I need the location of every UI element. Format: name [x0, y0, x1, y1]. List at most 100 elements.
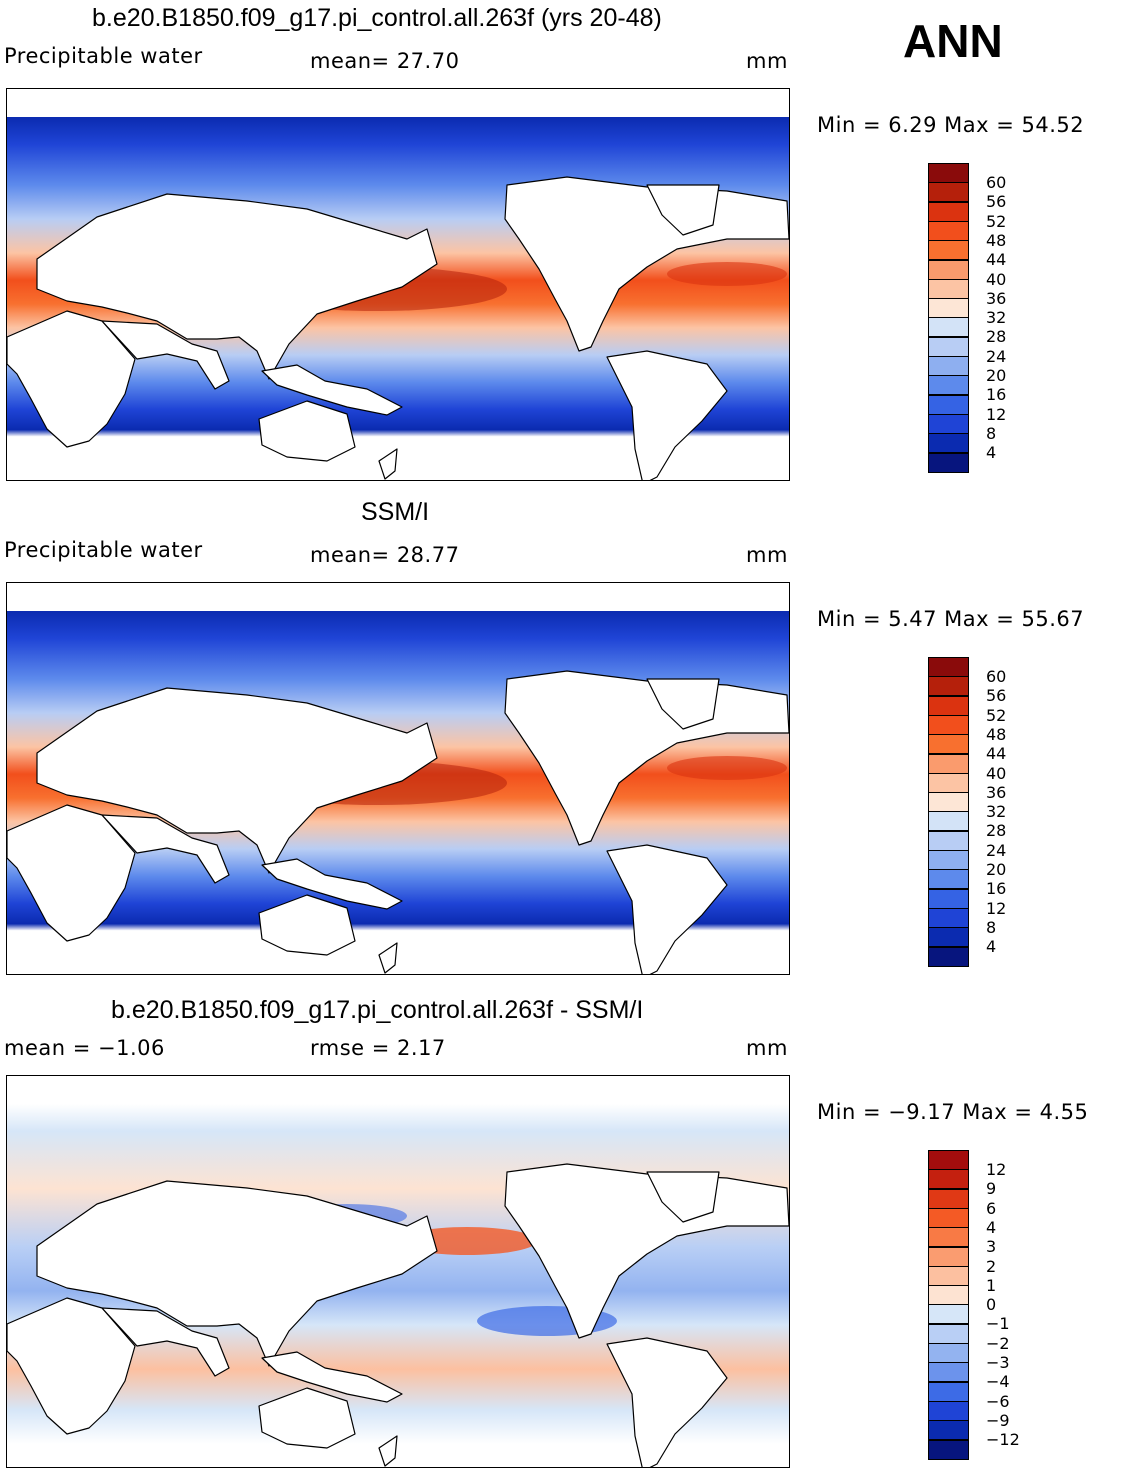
colorbar-swatch: [928, 1362, 969, 1383]
colorbar-tick-label: 16: [986, 879, 1007, 899]
colorbar-tick-label: 3: [986, 1237, 997, 1257]
colorbar-tick-label: 4: [986, 1217, 997, 1237]
panel-3-units-label: mm: [746, 1036, 788, 1060]
colorbar-tick-label: 52: [986, 705, 1007, 725]
colorbar-swatch: [928, 772, 969, 793]
colorbar-swatch: [928, 1246, 969, 1267]
colorbar-swatch: [928, 220, 969, 241]
coastline: [504, 1163, 789, 1339]
panel-1-minmax: Min = 6.29 Max = 54.52: [817, 113, 1085, 137]
colorbar-tick-label: 32: [986, 802, 1007, 822]
colorbar-swatch: [928, 1188, 969, 1209]
colorbar-swatch: [928, 336, 969, 357]
colorbar-tick-label: 16: [986, 385, 1007, 405]
colorbar-swatch: [928, 907, 969, 928]
colorbar-swatch: [928, 1439, 969, 1460]
colorbar-swatch: [928, 792, 969, 813]
coastline: [504, 176, 789, 352]
coastline: [258, 1387, 356, 1449]
colorbar-swatch: [928, 888, 969, 909]
colorbar-swatch: [928, 734, 969, 755]
coastline: [606, 844, 728, 974]
colorbar-tick-label: −3: [986, 1353, 1010, 1372]
colorbar-tick-label: 36: [986, 288, 1007, 308]
colorbar-tick-label: 8: [986, 423, 997, 443]
colorbar-swatch: [928, 1323, 969, 1344]
panel-1-colorbar: 60 56 52 48 44 40 36 32 28 24 20 16 12 8 4: [928, 163, 1006, 473]
colorbar-swatch: [928, 1400, 969, 1421]
colorbar-swatch: [928, 869, 969, 890]
colorbar-swatch: [928, 163, 969, 183]
coastline: [101, 320, 230, 390]
colorbar-tick-label: −4: [986, 1372, 1010, 1392]
coastline: [261, 364, 403, 416]
field-blob: [667, 262, 787, 286]
colorbar-swatch: [928, 946, 969, 967]
colorbar-tick-label: 4: [986, 937, 997, 957]
colorbar-swatch: [928, 1304, 969, 1325]
colorbar-swatch: [928, 1285, 969, 1306]
colorbar-tick-label: 1: [986, 1275, 997, 1295]
panel-3-map: [6, 1075, 790, 1468]
coastline: [261, 1351, 403, 1403]
colorbar-swatch: [928, 657, 969, 677]
panel-2-variable-label: Precipitable water: [4, 538, 203, 562]
colorbar-tick-label: −9: [986, 1410, 1010, 1430]
colorbar-swatch: [928, 240, 969, 261]
map-canvas: [7, 1076, 789, 1467]
land-masses: [7, 176, 789, 480]
colorbar-swatch: [928, 356, 969, 376]
panel-2-mean-label: mean= 28.77: [310, 543, 460, 567]
colorbar-swatch: [928, 394, 969, 415]
colorbar-tick-label: 40: [986, 269, 1007, 289]
colorbar-tick-label: 20: [986, 860, 1007, 879]
panel-3-rmse-label: rmse = 2.17: [310, 1036, 446, 1060]
coastline: [504, 670, 789, 846]
coastline: [378, 1435, 398, 1467]
colorbar-swatch: [928, 182, 969, 203]
colorbar-swatch: [928, 278, 969, 299]
panel-1-map: [6, 88, 790, 481]
colorbar-tick-label: 60: [986, 173, 1007, 192]
colorbar-tick-label: 12: [986, 1160, 1007, 1179]
land-masses: [7, 1163, 789, 1467]
panel-3-mean-label: mean = −1.06: [4, 1036, 165, 1060]
colorbar-tick-label: 0: [986, 1295, 997, 1315]
colorbar-swatch: [928, 1265, 969, 1286]
panel-1-mean-label: mean= 27.70: [310, 49, 460, 73]
colorbar-swatch: [928, 927, 969, 948]
coastline: [646, 678, 720, 730]
colorbar-swatch: [928, 298, 969, 319]
map-canvas: [7, 89, 789, 480]
colorbar-tick-label: 6: [986, 1198, 997, 1218]
colorbar-swatch: [928, 695, 969, 716]
colorbar-swatch: [928, 1381, 969, 1402]
panel-3-title: b.e20.B1850.f09_g17.pi_control.all.263f …: [111, 996, 644, 1024]
colorbar-swatch: [928, 1207, 969, 1228]
coastline: [606, 350, 728, 480]
colorbar-tick-label: 9: [986, 1179, 997, 1199]
colorbar-tick-label: 24: [986, 840, 1007, 860]
panel-2-minmax: Min = 5.47 Max = 55.67: [817, 607, 1085, 631]
panel-2-map: [6, 582, 790, 975]
coastline: [378, 448, 398, 480]
panel-1-title: b.e20.B1850.f09_g17.pi_control.all.263f …: [92, 4, 662, 32]
colorbar-swatch: [928, 1420, 969, 1441]
coastline: [258, 400, 356, 462]
coastline: [36, 687, 438, 874]
colorbar-swatch: [928, 753, 969, 774]
coastline: [646, 184, 720, 236]
colorbar-tick-label: 2: [986, 1256, 997, 1276]
panel-2-units-label: mm: [746, 543, 788, 567]
colorbar-tick-label: 8: [986, 917, 997, 937]
coastline: [261, 858, 403, 910]
colorbar-tick-label: 52: [986, 211, 1007, 231]
colorbar-swatch: [928, 1343, 969, 1363]
colorbar-swatch: [928, 1169, 969, 1190]
colorbar-swatch: [928, 714, 969, 735]
colorbar-tick-label: 56: [986, 192, 1007, 212]
colorbar-swatch: [928, 811, 969, 832]
panel-2-colorbar: 60 56 52 48 44 40 36 32 28 24 20 16 12 8 4: [928, 657, 1006, 967]
coastline: [36, 1180, 438, 1367]
colorbar-swatch: [928, 850, 969, 870]
